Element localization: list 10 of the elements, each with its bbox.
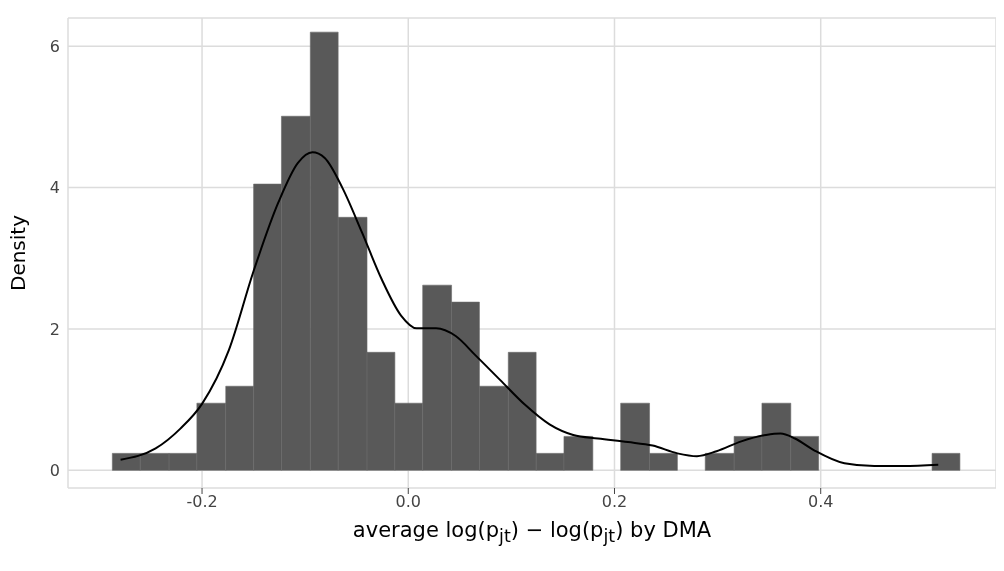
y-tick-label: 6 xyxy=(49,36,60,56)
y-axis-title: Density xyxy=(6,214,31,292)
y-tick-label: 4 xyxy=(49,178,60,198)
x-tick-label: -0.2 xyxy=(186,492,218,512)
y-tick-label: 0 xyxy=(49,461,60,481)
x-axis-title: average log(p$_{jt}$) − log(p$_{jt}$) by DMA xyxy=(351,518,713,547)
x-tick-label: 0.2 xyxy=(601,492,628,512)
x-tick-label: 0.0 xyxy=(395,492,421,512)
y-tick-label: 2 xyxy=(49,319,60,339)
x-tick-label: 0.4 xyxy=(807,492,834,512)
